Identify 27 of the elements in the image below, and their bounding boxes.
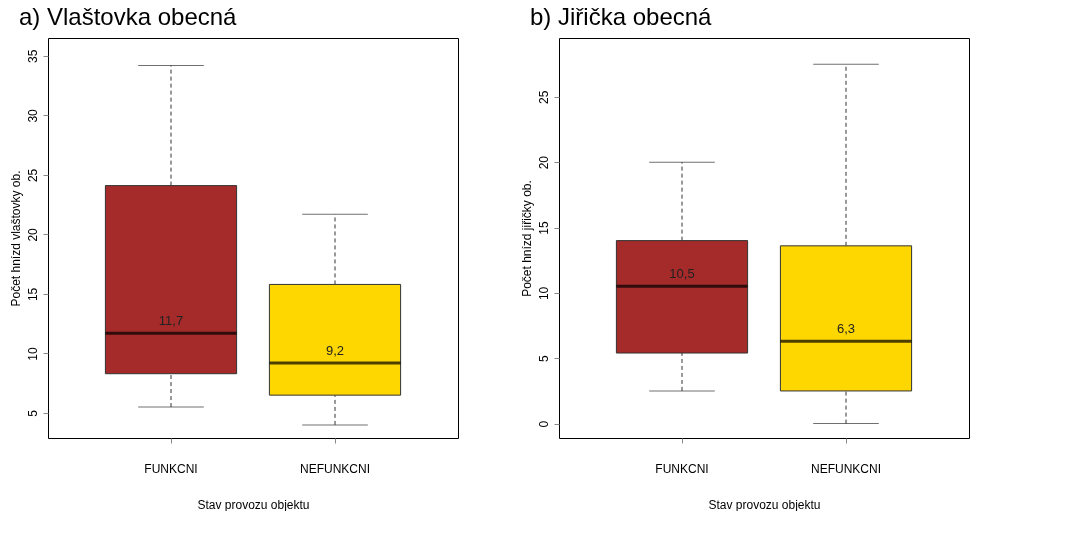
x-axis-title: Stav provozu objektu	[708, 497, 821, 512]
y-tick-label: 0	[536, 420, 551, 428]
annotation: 10,5	[669, 266, 695, 282]
y-tick-label: 35	[25, 49, 40, 64]
y-tick-label: 20	[25, 227, 40, 242]
y-axis-title: Počet hnízd vlaštovky ob.	[8, 170, 23, 307]
chart-title: a) Vlaštovka obecná	[19, 3, 238, 30]
x-tick-label: FUNKCNI	[655, 461, 709, 476]
annotation: 11,7	[158, 313, 184, 329]
y-tick-label: 10	[25, 346, 40, 361]
y-tick-label: 20	[536, 155, 551, 170]
y-axis-title: Počet hnízd jiřičky ob.	[519, 180, 534, 297]
x-tick-label: NEFUNKCNI	[299, 461, 371, 476]
chart-title: b) Jiřička obecná	[530, 3, 713, 30]
x-axis-title: Stav provozu objektu	[197, 497, 310, 512]
y-tick-label: 25	[536, 90, 551, 104]
annotation: 9,2	[325, 343, 345, 358]
x-tick-label: NEFUNKCNI	[810, 461, 882, 476]
y-tick-label: 15	[25, 287, 40, 302]
y-tick-label: 30	[25, 108, 40, 123]
y-tick-label: 5	[536, 355, 551, 363]
annotation: 6,3	[836, 321, 856, 337]
y-tick-label: 5	[25, 409, 40, 417]
y-tick-label: 25	[25, 168, 40, 183]
x-tick-label: FUNKCNI	[144, 461, 198, 476]
y-tick-label: 15	[536, 221, 551, 235]
y-tick-label: 10	[536, 286, 551, 301]
